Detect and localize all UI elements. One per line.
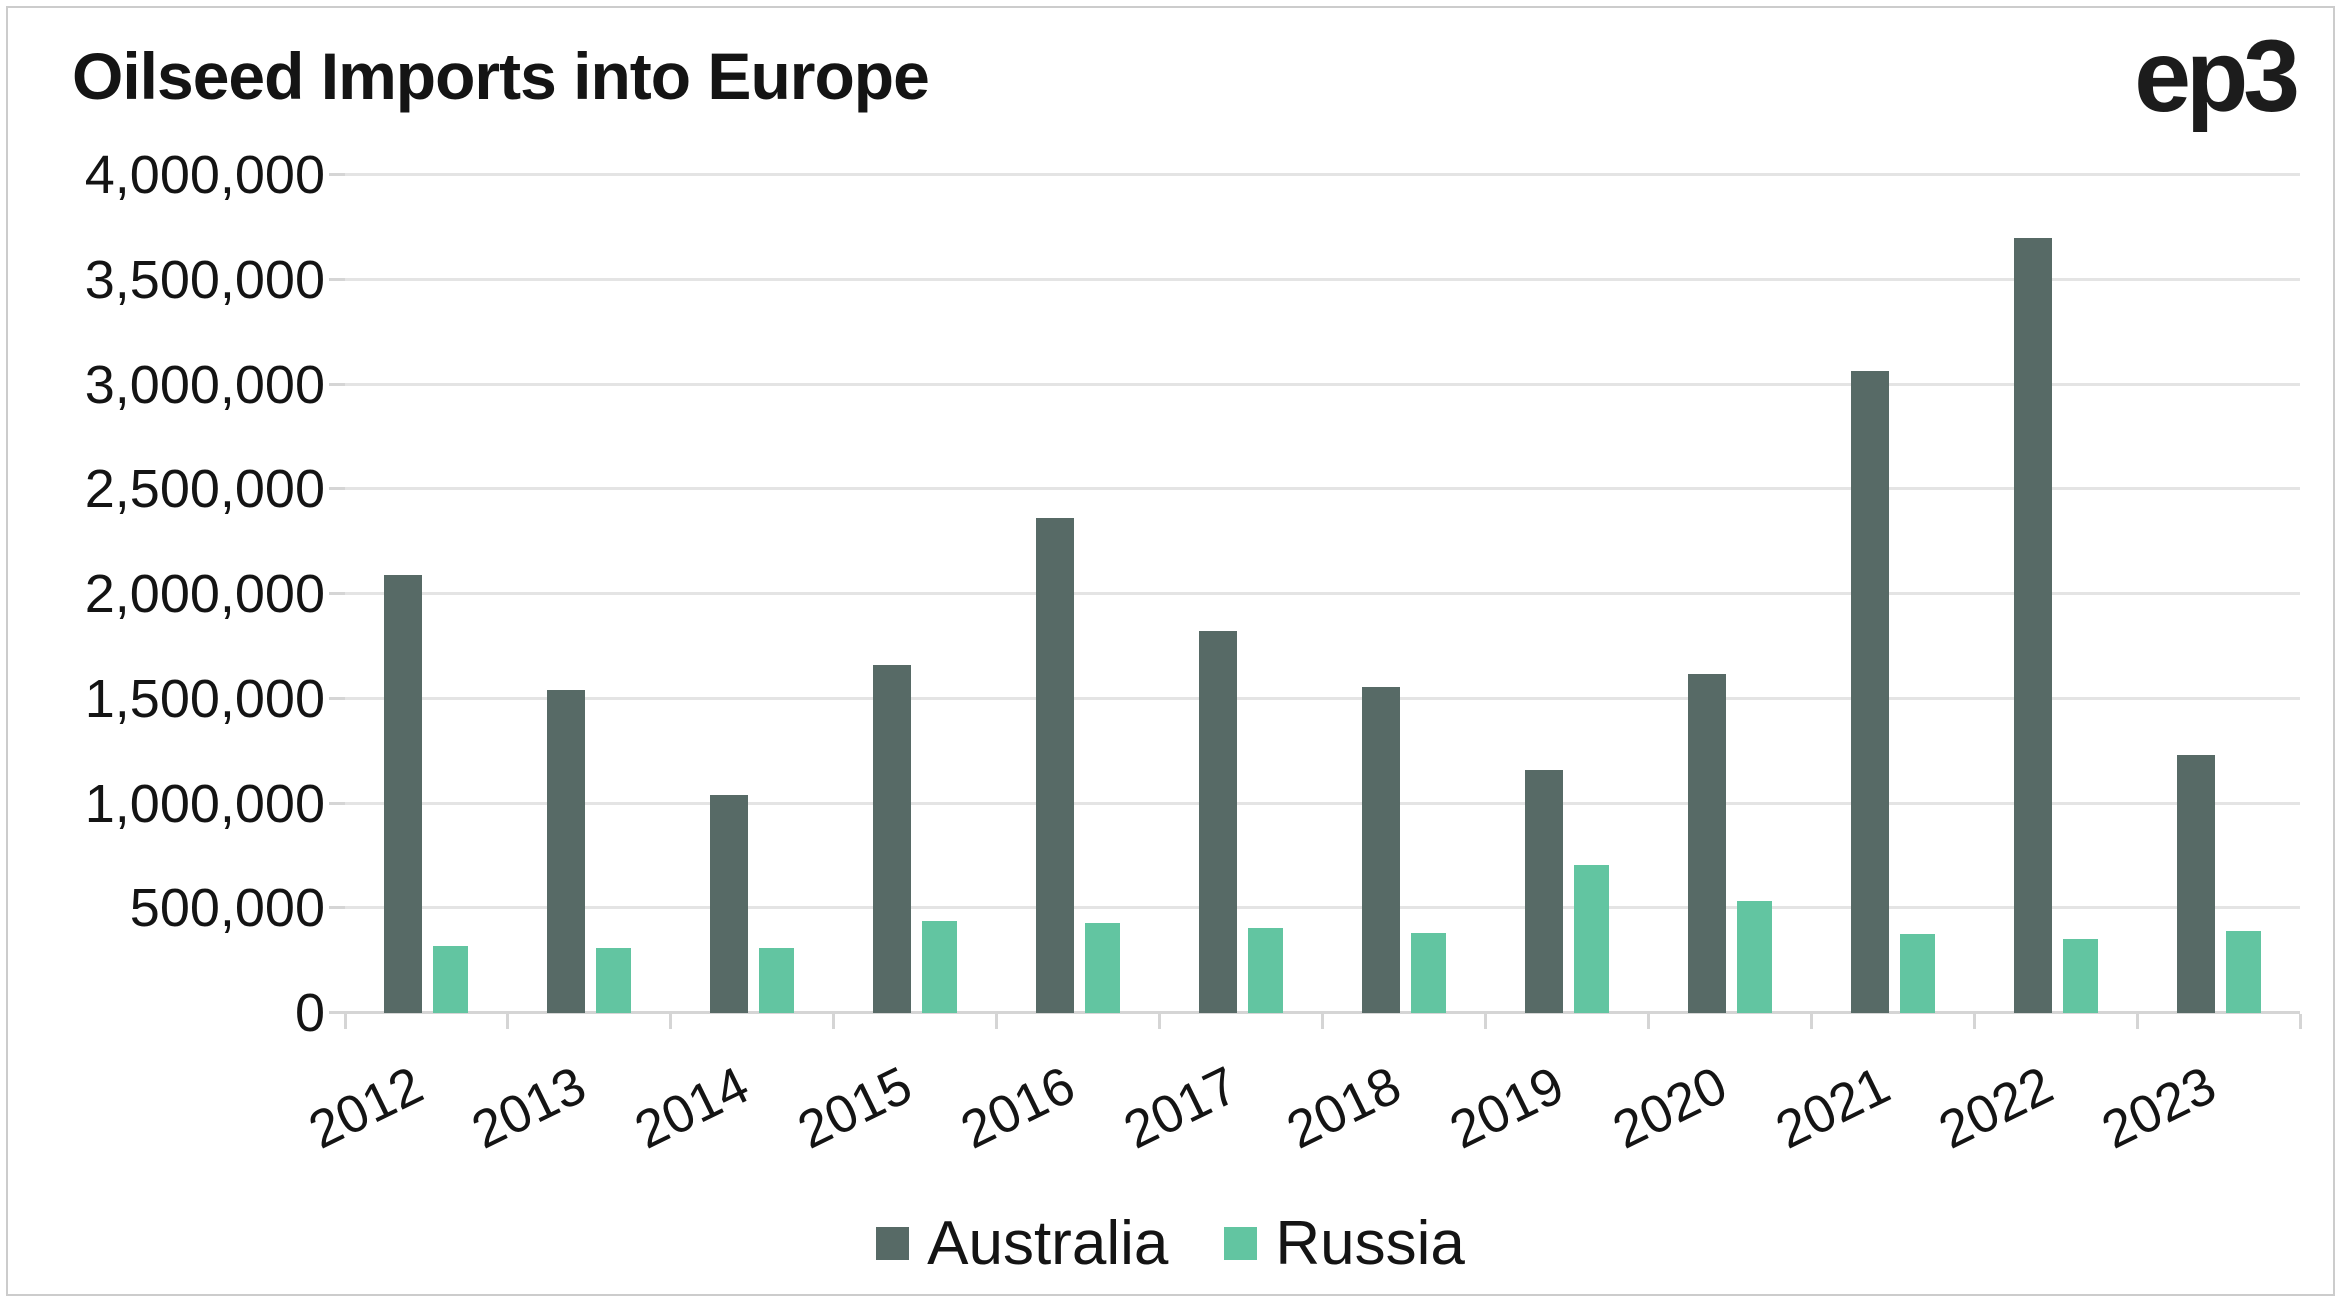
legend-item-russia: Russia [1224, 1208, 1465, 1279]
legend-item-australia: Australia [876, 1208, 1168, 1279]
x-axis-label-2018: 2018 [1278, 1055, 1410, 1161]
bar-group-2020 [1648, 175, 1811, 1013]
bar-russia-2015 [922, 920, 958, 1013]
y-axis-label-1500000: 1,500,000 [84, 668, 325, 729]
bar-group-2019 [1485, 175, 1648, 1013]
legend-label-australia: Australia [927, 1209, 1169, 1278]
y-axis-tick [329, 487, 345, 491]
bar-russia-2019 [1573, 865, 1609, 1013]
x-axis-tick [1646, 1014, 1650, 1029]
x-axis-tick [995, 1014, 999, 1029]
x-axis-tick [1483, 1014, 1487, 1029]
x-axis-tick [2135, 1014, 2139, 1029]
bar-australia-2023 [2176, 755, 2215, 1013]
bar-australia-2022 [2013, 237, 2052, 1013]
bar-australia-2013 [547, 690, 586, 1013]
gridline-4000000 [345, 173, 2300, 176]
gridline-1000000 [345, 801, 2300, 805]
bar-australia-2018 [1361, 687, 1400, 1013]
x-axis-line [345, 1011, 2300, 1014]
x-axis-tick [343, 1014, 347, 1029]
gridline-2000000 [345, 592, 2300, 595]
y-axis-tick [329, 173, 345, 176]
bar-group-2018 [1323, 175, 1486, 1013]
gridline-2500000 [345, 487, 2300, 491]
x-axis-label-2017: 2017 [1115, 1055, 1247, 1161]
bar-group-2012 [345, 175, 508, 1013]
chart-title: Oilseed Imports into Europe [72, 39, 930, 113]
bar-australia-2021 [1850, 370, 1889, 1013]
x-axis-label-2012: 2012 [300, 1055, 433, 1161]
legend: Australia Russia [0, 1208, 2341, 1279]
bar-group-2014 [671, 175, 834, 1013]
x-axis-label-2016: 2016 [952, 1055, 1085, 1161]
y-axis-label-3500000: 3,500,000 [84, 249, 325, 310]
y-axis-tick [329, 801, 345, 805]
bar-australia-2020 [1687, 673, 1726, 1013]
x-axis-label-2019: 2019 [1440, 1055, 1573, 1161]
y-axis-tick [329, 592, 345, 595]
legend-label-russia: Russia [1275, 1209, 1465, 1278]
bar-russia-2020 [1736, 900, 1772, 1013]
y-axis-tick [329, 696, 345, 700]
bar-russia-2014 [759, 948, 795, 1013]
x-axis-label-2015: 2015 [789, 1055, 922, 1161]
ep3-logo: ep3 [2134, 19, 2300, 133]
bar-russia-2021 [1899, 934, 1935, 1013]
x-axis-tick [2298, 1014, 2302, 1029]
y-axis-label-2500000: 2,500,000 [84, 459, 325, 520]
bar-group-2023 [2137, 175, 2300, 1013]
gridline-3000000 [345, 382, 2300, 386]
bar-group-2013 [508, 175, 671, 1013]
bar-australia-2014 [710, 795, 749, 1013]
x-axis-tick [669, 1014, 673, 1029]
y-axis-tick [329, 1011, 345, 1014]
x-axis-tick [832, 1014, 836, 1029]
bar-russia-2012 [433, 945, 469, 1013]
x-axis-label-2014: 2014 [626, 1055, 759, 1161]
bar-australia-2016 [1036, 517, 1075, 1013]
bar-group-2022 [1974, 175, 2137, 1013]
x-axis-label-2020: 2020 [1603, 1055, 1736, 1161]
bar-australia-2012 [384, 575, 423, 1013]
bar-australia-2015 [873, 665, 912, 1013]
gridline-1500000 [345, 696, 2300, 700]
x-axis-tick [1158, 1014, 1162, 1029]
y-axis-tick [329, 382, 345, 386]
y-axis-label-3000000: 3,000,000 [84, 354, 325, 415]
y-axis-label-500000: 500,000 [129, 878, 325, 939]
bar-russia-2018 [1410, 933, 1446, 1013]
x-axis-label-2013: 2013 [463, 1055, 596, 1161]
y-axis-tick [329, 906, 345, 910]
bar-australia-2019 [1524, 769, 1563, 1013]
gridline-500000 [345, 906, 2300, 910]
bar-russia-2022 [2062, 938, 2098, 1013]
y-axis-label-1000000: 1,000,000 [84, 773, 325, 834]
legend-swatch-russia [1224, 1227, 1258, 1260]
plot-area [329, 173, 2302, 1029]
bar-russia-2013 [596, 948, 632, 1013]
bar-russia-2017 [1248, 928, 1284, 1013]
bar-group-2015 [834, 175, 997, 1013]
y-axis-label-2000000: 2,000,000 [84, 564, 325, 624]
bar-group-2016 [997, 175, 1160, 1013]
bar-russia-2016 [1085, 922, 1121, 1013]
x-axis-tick [1809, 1014, 1813, 1029]
y-axis-label-4000000: 4,000,000 [84, 145, 325, 205]
x-axis-tick [1321, 1014, 1324, 1029]
bar-group-2021 [1811, 175, 1974, 1013]
x-axis-tick [1972, 1014, 1976, 1029]
x-axis-label-2022: 2022 [1929, 1055, 2062, 1161]
y-axis-tick [329, 277, 345, 281]
x-axis-tick [506, 1014, 510, 1029]
bar-group-2017 [1160, 175, 1323, 1013]
bar-russia-2023 [2225, 931, 2261, 1013]
x-axis-label-2021: 2021 [1766, 1055, 1899, 1161]
x-axis-label-2023: 2023 [2092, 1055, 2225, 1161]
legend-swatch-australia [876, 1227, 910, 1260]
gridline-3500000 [345, 277, 2300, 281]
y-axis-label-0: 0 [294, 983, 325, 1043]
bar-australia-2017 [1199, 630, 1238, 1013]
